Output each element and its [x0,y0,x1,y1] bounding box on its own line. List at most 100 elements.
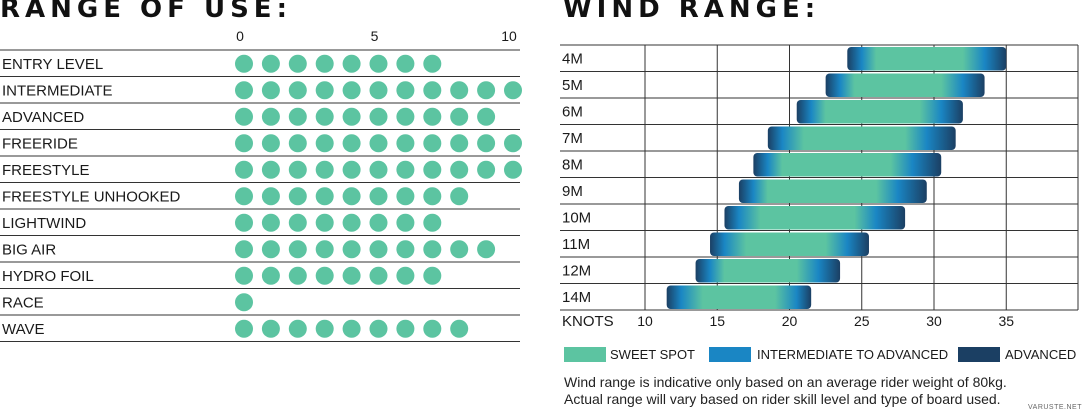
rating-dot [423,107,442,126]
rating-dot [235,319,253,338]
rating-dot [477,107,496,126]
rating-dot [369,213,388,232]
range-of-use-chart: 0 5 10 ENTRY LEVEL INTERMEDIATE ADVANCED FREER… [0,28,522,342]
use-label: HYDRO FOIL [2,268,94,285]
rating-dot [423,187,442,206]
rating-dot [450,319,469,338]
rating-dot [369,81,388,100]
rating-dot [450,134,469,153]
use-label: BIG AIR [2,241,56,258]
rating-dot [477,240,496,259]
rating-dot [235,293,253,312]
rating-dot [315,81,334,100]
rating-dot [342,107,361,126]
rating-dot [261,187,280,206]
rating-dot [450,240,469,259]
x-tick-label: 25 [854,313,870,329]
rating-dot [423,240,442,259]
rating-dot [450,160,469,179]
rating-dot [261,240,280,259]
rating-dot [315,213,334,232]
rating-dot [423,54,442,73]
rating-dot [261,81,280,100]
source-credit: VARUSTE.NET [1028,404,1082,411]
rating-dot [477,134,496,153]
scale-tick-label: 5 [371,28,379,44]
rating-dot [342,187,361,206]
kite-size-label: 11M [562,236,590,253]
rating-dot [315,54,334,73]
kite-size-label: 7M [562,130,583,147]
rating-dot [396,81,415,100]
kite-size-label: 6M [562,103,583,120]
rating-dot [396,266,415,285]
wind-range-bar [847,47,1007,71]
rating-dot [504,160,522,179]
x-axis-title: KNOTS [562,313,614,330]
rating-dot [235,54,253,73]
wind-range-bar [825,73,985,97]
rating-dot [261,107,280,126]
legend-swatch-intermediate [709,347,751,362]
rating-dot [261,160,280,179]
rating-dot [235,240,253,259]
rating-dot [315,134,334,153]
rating-dot [396,319,415,338]
rating-dot [450,187,469,206]
wind-range-bar [767,126,956,150]
rating-dot [369,54,388,73]
rating-dot [288,187,307,206]
wind-range-bar [666,285,812,309]
rating-dot [235,160,253,179]
rating-dot [288,319,307,338]
rating-dot [369,107,388,126]
legend-swatch-sweet [564,347,606,362]
rating-dot [261,134,280,153]
rating-dot [504,81,522,100]
kite-size-label: 10M [562,209,591,226]
rating-dot [423,81,442,100]
note-line-2: Actual range will vary based on rider sk… [564,391,1001,407]
rating-dot [450,107,469,126]
use-label: INTERMEDIATE [2,82,113,99]
rating-dot [342,54,361,73]
x-tick-label: 20 [782,313,798,329]
rating-dot [423,319,442,338]
wind-range-title: WIND RANGE: [563,0,821,24]
kite-size-label: 8M [562,156,583,173]
rating-dot [369,319,388,338]
x-tick-label: 15 [709,313,725,329]
rating-dot [235,107,253,126]
use-label: RACE [2,294,44,311]
rating-dot [396,54,415,73]
rating-dot [396,240,415,259]
rating-dot [342,240,361,259]
rating-dot [315,319,334,338]
rating-dot [477,81,496,100]
kite-size-label: 9M [562,183,583,200]
rating-dot [342,134,361,153]
rating-dot [423,213,442,232]
rating-dot [315,240,334,259]
x-tick-label: 10 [637,313,653,329]
kite-size-label: 14M [562,289,591,306]
rating-dot [288,81,307,100]
rating-dot [396,213,415,232]
rating-dot [288,240,307,259]
range-of-use-title: RANGE OF USE: [0,0,292,24]
rating-dot [235,187,253,206]
rating-dot [423,134,442,153]
rating-dot [288,213,307,232]
scale-tick-label: 10 [501,28,517,44]
rating-dot [369,134,388,153]
rating-dot [342,81,361,100]
use-label: ADVANCED [2,109,84,126]
wind-range-bar [796,100,963,124]
use-label: ENTRY LEVEL [2,56,103,73]
rating-dot [261,319,280,338]
legend-label-intermediate: INTERMEDIATE TO ADVANCED [757,347,948,362]
note-line-1: Wind range is indicative only based on a… [564,374,1007,390]
kite-size-label: 4M [562,50,583,67]
rating-dot [235,81,253,100]
rating-dot [423,266,442,285]
